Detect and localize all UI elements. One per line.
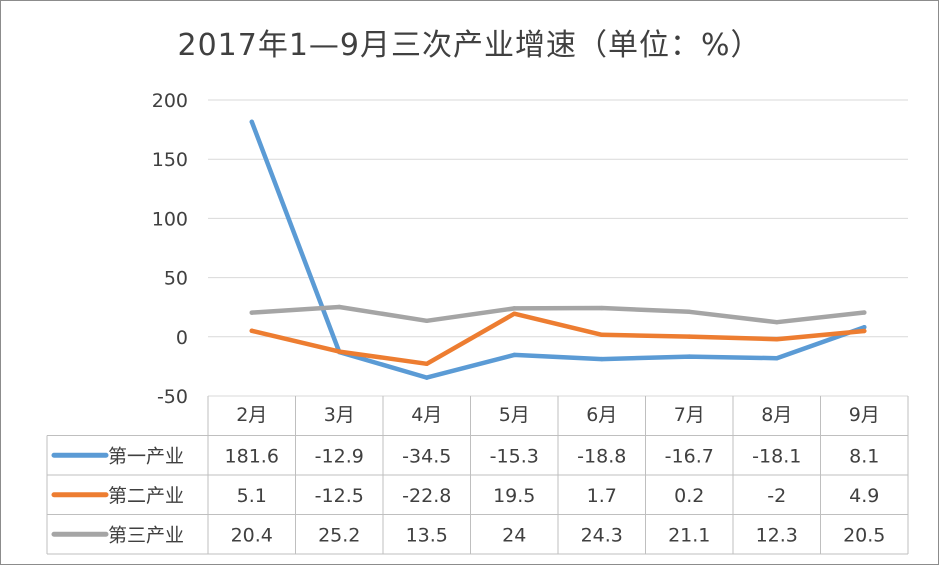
series-2-point — [599, 332, 604, 337]
series-line-1 — [249, 119, 867, 380]
x-category-label: 4月 — [411, 404, 442, 426]
series-3-point — [249, 310, 254, 315]
x-category-label: 5月 — [499, 404, 530, 426]
series-1-point — [599, 356, 604, 362]
series-1-point — [774, 356, 779, 361]
data-label: 5.1 — [237, 485, 267, 507]
data-label: -15.3 — [490, 445, 539, 467]
x-category-label: 3月 — [324, 404, 355, 426]
x-category-label: 2月 — [236, 404, 267, 426]
x-category-label: 8月 — [761, 404, 792, 426]
series-lines — [249, 119, 867, 380]
series-3-point — [337, 304, 342, 310]
data-label: 12.3 — [756, 524, 798, 546]
gridlines — [208, 99, 908, 397]
data-label: -16.7 — [665, 445, 714, 467]
y-axis: 200 150 100 50 0 -50 — [152, 90, 188, 408]
x-category-label: 7月 — [674, 404, 705, 426]
data-label: 181.6 — [225, 445, 279, 467]
series-2-point — [249, 328, 254, 333]
y-tick-label: 100 — [152, 208, 188, 230]
series-3-point — [599, 305, 604, 311]
data-label: 19.5 — [493, 485, 535, 507]
data-label: -12.9 — [315, 445, 364, 467]
data-label: 8.1 — [849, 445, 879, 467]
chart-title: 2017年1—9月三次产业增速（单位：%） — [177, 28, 762, 63]
data-label: -22.8 — [402, 485, 451, 507]
series-1-point — [249, 119, 254, 124]
series-name-1: 第一产业 — [108, 445, 184, 467]
data-label: 13.5 — [406, 524, 448, 546]
data-label: -34.5 — [402, 445, 451, 467]
data-label: 21.1 — [668, 524, 710, 546]
series-name-2: 第二产业 — [108, 485, 184, 507]
y-tick-label: 0 — [176, 327, 188, 349]
series-2-point — [862, 328, 867, 334]
series-3-point — [862, 310, 867, 315]
data-label: 25.2 — [318, 524, 360, 546]
series-3-point — [774, 320, 779, 325]
data-label: -18.1 — [752, 445, 801, 467]
series-line-2 — [249, 311, 867, 367]
data-label: 24.3 — [581, 524, 623, 546]
series-1-point — [424, 375, 429, 380]
data-label: 0.2 — [674, 485, 704, 507]
series-1-point — [687, 354, 692, 359]
data-label: -12.5 — [315, 485, 364, 507]
data-label: -18.8 — [577, 445, 626, 467]
series-2-point — [424, 361, 429, 366]
data-label: 24 — [502, 524, 526, 546]
y-tick-label: 50 — [164, 268, 188, 290]
data-label: 4.9 — [849, 485, 879, 507]
series-3-point — [687, 309, 692, 315]
series-1-point — [512, 352, 517, 358]
data-label: 20.5 — [843, 524, 885, 546]
series-1-point — [862, 325, 867, 330]
series-2-point — [512, 311, 517, 316]
series-2-point — [687, 334, 692, 339]
data-label: 20.4 — [231, 524, 273, 546]
y-tick-label: -50 — [157, 386, 188, 408]
x-category-label: 9月 — [849, 404, 880, 426]
series-name-3: 第三产业 — [108, 524, 184, 546]
data-label: 1.7 — [587, 485, 617, 507]
series-2-point — [774, 336, 779, 342]
y-tick-label: 200 — [152, 90, 188, 112]
data-label: -2 — [767, 485, 786, 507]
y-tick-label: 150 — [152, 149, 188, 171]
series-line-3 — [249, 304, 867, 325]
x-category-label: 6月 — [586, 404, 617, 426]
series-3-point — [424, 318, 429, 324]
series-3-point — [512, 306, 517, 311]
series-2-point — [337, 349, 342, 354]
